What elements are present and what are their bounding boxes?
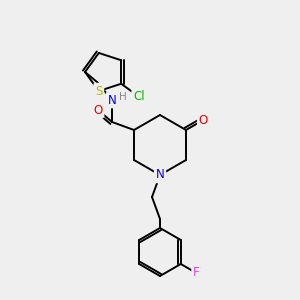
Text: S: S	[95, 85, 103, 98]
Text: O: O	[199, 113, 208, 127]
Text: O: O	[93, 103, 103, 116]
Text: Cl: Cl	[133, 90, 145, 103]
Text: F: F	[193, 266, 200, 280]
Text: N: N	[156, 169, 164, 182]
Text: N: N	[108, 94, 116, 106]
Text: H: H	[119, 92, 127, 102]
